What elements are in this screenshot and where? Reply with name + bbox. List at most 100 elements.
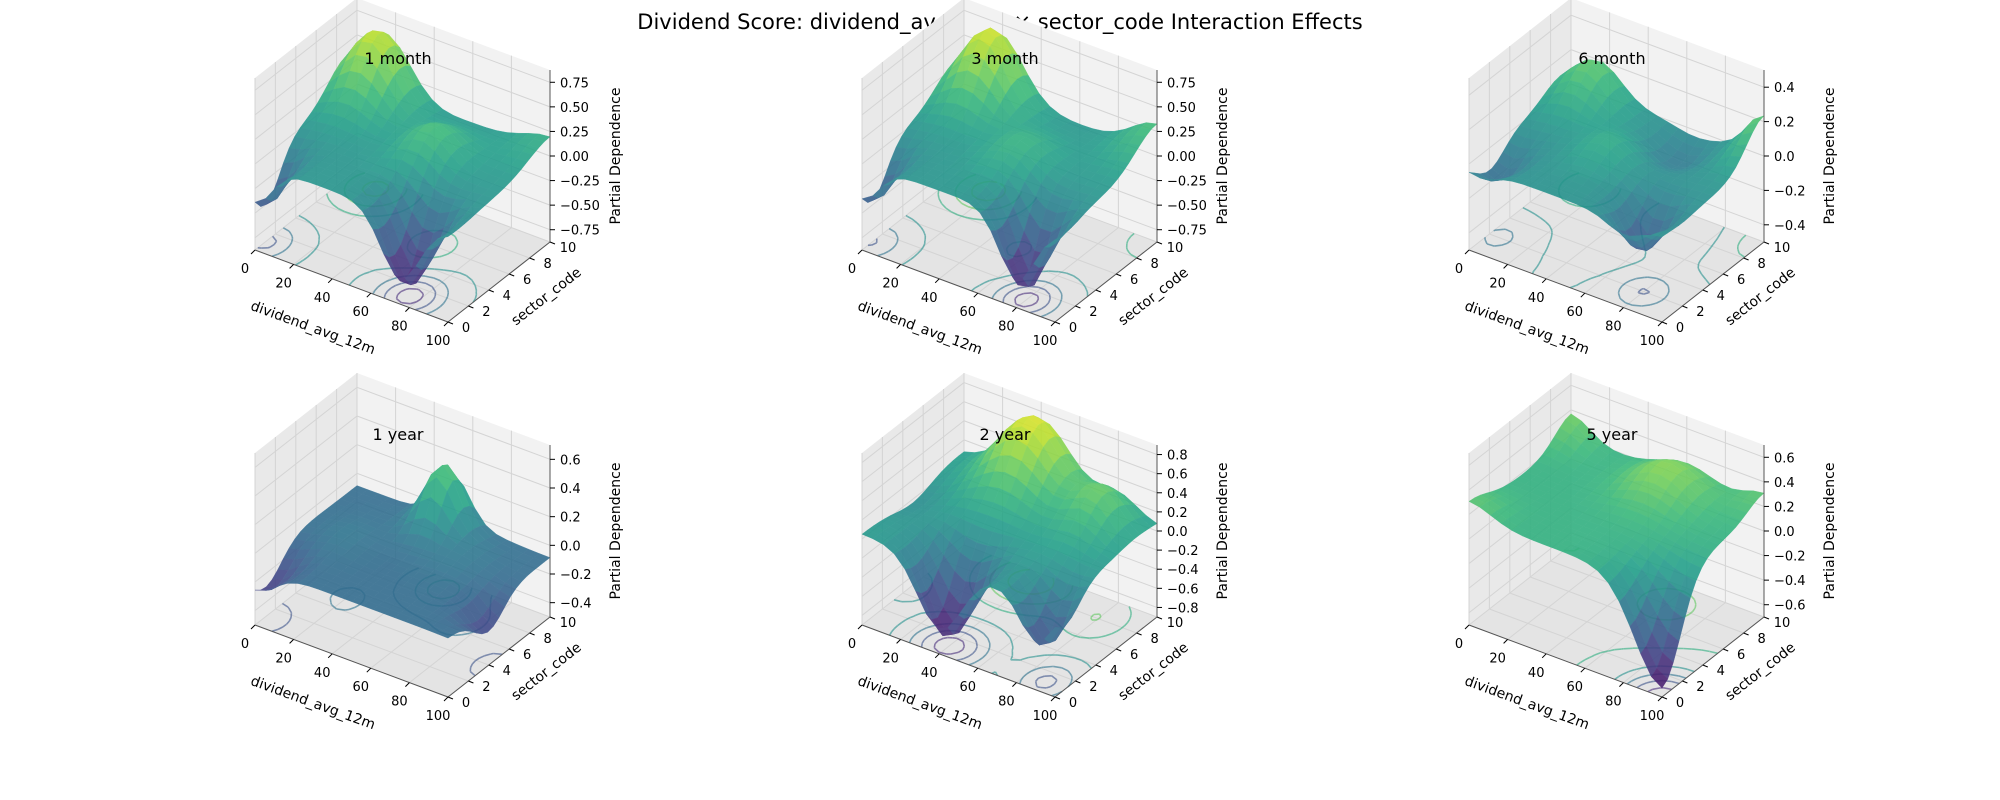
contour-segment [1635,667,1642,671]
contour-segment [1052,283,1059,289]
contour-segment [1548,238,1552,243]
contour-segment [1051,692,1058,697]
contour-segment [964,216,968,219]
contour-segment [906,215,913,220]
contour-segment [920,627,927,632]
x-tick [1580,292,1586,298]
contour-segment [1635,676,1643,680]
contour-segment [1614,648,1622,651]
contour-segment [310,250,315,255]
contour-segment [993,291,998,296]
contour-segment [1737,248,1740,254]
contour-segment [1120,625,1125,630]
y-tick [447,696,454,700]
back-gridline-z [1570,14,1765,88]
z-tick-label: −0.75 [560,224,600,239]
contour-segment [1641,674,1649,678]
y-tick-label: 0 [462,321,470,336]
contour-segment [1715,238,1718,242]
y-tick [1095,289,1101,293]
contour-segment [1741,234,1747,239]
z-tick-label: 0.00 [560,150,589,165]
y-tick-label: 10 [560,241,577,256]
contour-segment [290,238,294,243]
z-tick-label: 0.6 [560,453,581,468]
contour-segment [1126,240,1129,244]
contour-segment [375,268,384,271]
contour-segment [1660,297,1666,302]
contour-segment [337,207,345,213]
floor-gridline-y [1489,233,1683,307]
x-tick [1619,307,1624,312]
x-tick-label: 0 [241,262,249,277]
x-tick [934,653,940,659]
contour-segment [432,277,441,282]
side-gridline-z [1468,14,1572,96]
contour-segment [400,288,407,293]
contour-segment [974,646,978,651]
contour-segment [999,627,1006,633]
y-tick-label: 10 [1774,616,1791,631]
contour-segment [1692,648,1702,651]
contour-segment [377,283,382,288]
side-gridline-z [861,420,965,502]
y-tick-label: 8 [543,257,551,272]
contour-segment [387,287,392,292]
contour-segment [269,243,275,248]
x-tick [1503,264,1508,269]
contour-segment [1010,655,1014,660]
contour-segment [1670,673,1679,677]
contour-segment [905,214,908,217]
subplot-title: 5 year [1587,425,1638,444]
contour-segment [1067,670,1071,674]
x-tick-label: 100 [426,334,451,349]
contour-segment [977,629,981,632]
z-tick-label: −0.50 [1167,199,1207,214]
contour-segment [1617,292,1621,299]
z-tick-label: 0.8 [1167,449,1188,464]
z-tick-label: 0.75 [1167,76,1196,91]
contour-segment [440,280,446,286]
contour-segment [1038,675,1045,679]
contour-segment [490,652,494,655]
contour-segment [395,294,399,299]
contour-segment [1631,678,1637,682]
contour-segment [913,614,916,617]
z-tick-label: 0.0 [1774,525,1795,540]
z-tick-label: −0.2 [1167,544,1199,559]
contour-segment [1082,283,1086,288]
y-tick-label: 0 [1676,321,1684,336]
contour-segment [303,256,309,261]
contour-segment [1566,201,1570,205]
contour-segment [431,308,437,313]
surface-facet [1043,236,1061,248]
contour-segment [459,272,467,277]
y-tick-label: 10 [1167,241,1184,256]
y-tick-label: 10 [1774,241,1791,256]
contour-segment [963,655,970,660]
back-gridline-z [1570,49,1765,123]
x-tick-label: 20 [275,276,292,291]
side-gridline-z [861,382,965,463]
subplot-title: 6 month [1578,49,1645,68]
x-tick-label: 80 [1605,695,1622,710]
y-tick [1702,664,1708,668]
contour-segment [434,268,444,271]
contour-segment [1086,663,1093,669]
contour-segment [1506,239,1512,244]
contour-segment [1562,199,1567,203]
contour-segment [1585,277,1592,282]
x-tick [896,639,901,644]
contour-segment [1030,668,1037,672]
contour-segment [937,637,944,642]
x-tick-label: 100 [1033,709,1058,724]
contour-segment [428,276,434,279]
contour-segment [1098,613,1102,618]
contour-segment [978,656,984,661]
contour-segment [1641,256,1646,261]
contour-segment [282,248,287,253]
contour-segment [1650,680,1654,683]
contour-segment [1019,285,1028,289]
y-tick-label: 2 [1089,680,1097,695]
x-tick-label: 60 [1567,305,1584,320]
